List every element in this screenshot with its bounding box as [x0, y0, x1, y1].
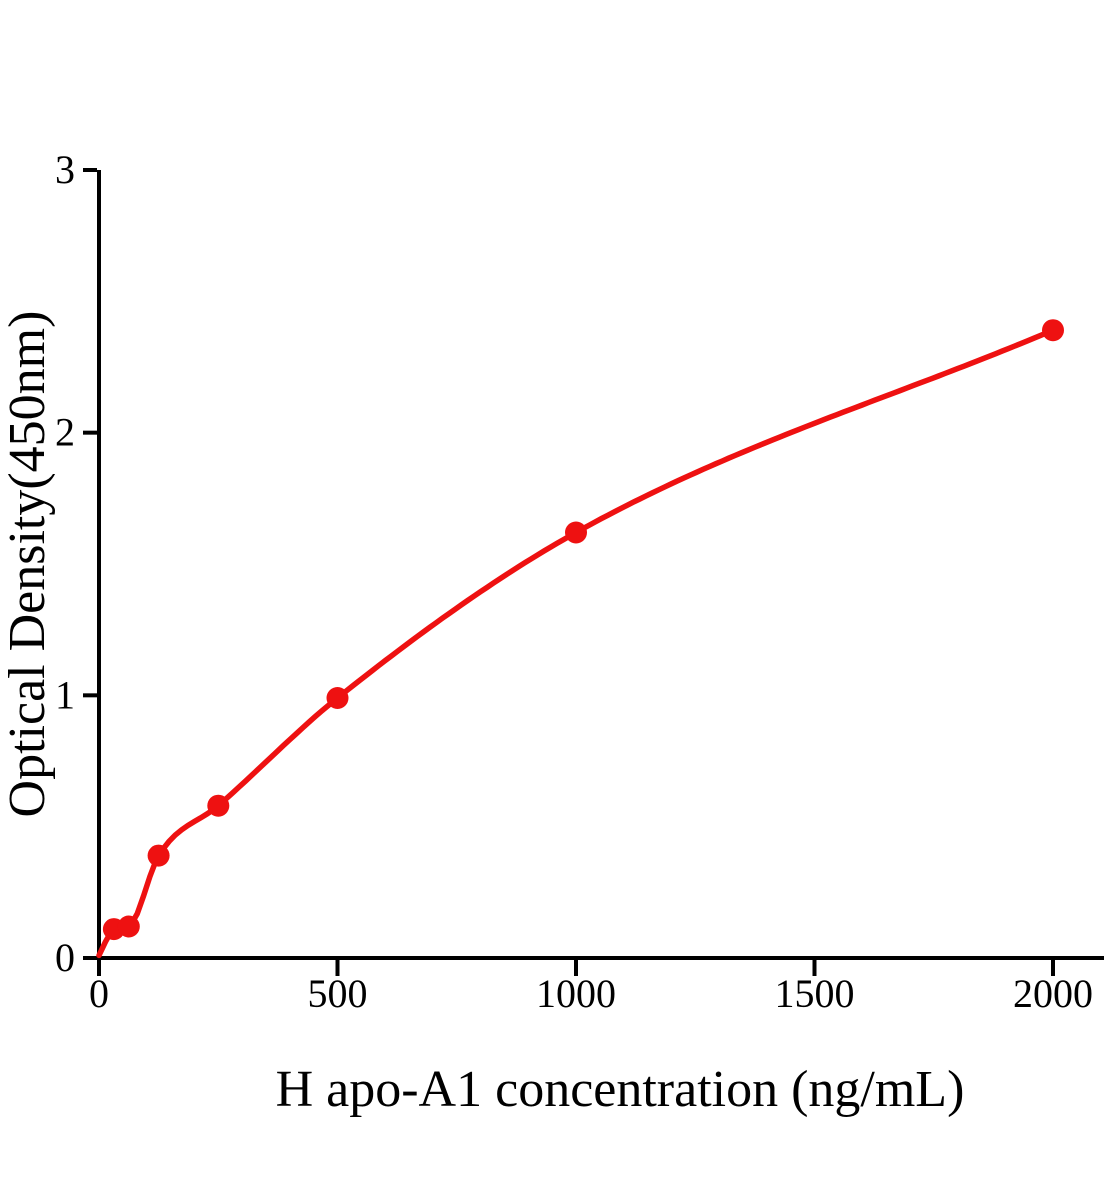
data-point: [565, 521, 587, 544]
y-tick-labels: 0 1 2 3: [55, 147, 75, 980]
y-axis-title: Optical Density(450nm): [0, 311, 56, 818]
x-tick-labels: 0 500 1000 1500 2000: [89, 971, 1093, 1016]
data-point: [117, 915, 140, 938]
x-tick-label: 0: [89, 971, 109, 1016]
y-tick-label: 0: [55, 935, 75, 980]
y-tick-label: 3: [55, 147, 75, 192]
x-tick-label: 1500: [775, 971, 855, 1016]
standard-curve-line: [96, 327, 1056, 959]
x-axis: 0 500 1000 1500 2000: [83, 956, 1104, 1016]
x-tick-label: 500: [308, 971, 368, 1016]
x-tick-label: 1000: [536, 971, 616, 1016]
x-ticks: [97, 958, 1055, 976]
data-point: [326, 687, 349, 709]
y-ticks: [83, 168, 97, 960]
x-axis-title: H apo-A1 concentration (ng/mL): [276, 1061, 965, 1118]
data-point: [207, 794, 230, 817]
data-point: [1042, 319, 1064, 342]
data-points: [102, 319, 1064, 941]
y-axis: 0 1 2 3: [55, 147, 101, 980]
y-tick-label: 2: [55, 410, 75, 455]
y-tick-label: 1: [55, 672, 75, 717]
x-tick-label: 2000: [1013, 971, 1093, 1016]
data-point: [147, 844, 170, 867]
